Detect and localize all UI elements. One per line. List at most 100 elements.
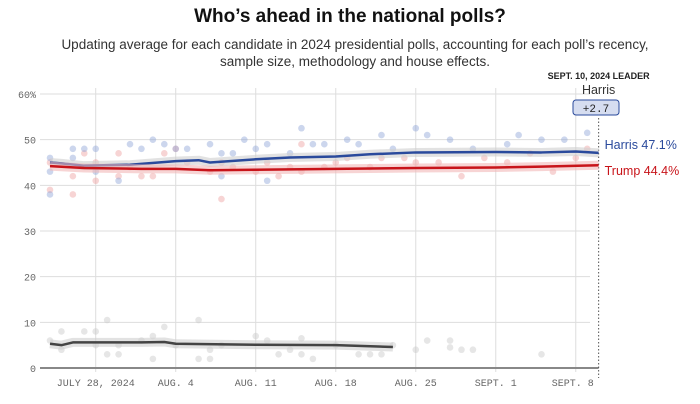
poll-point-harris bbox=[206, 140, 214, 148]
poll-point-harris bbox=[355, 140, 362, 148]
chart-title: Who’s ahead in the national polls? bbox=[194, 6, 506, 27]
x-tick-label: AUG. 18 bbox=[315, 379, 357, 390]
x-tick-label: AUG. 4 bbox=[158, 379, 194, 390]
poll-point-harris bbox=[412, 124, 420, 132]
poll-point-harris bbox=[115, 177, 122, 185]
trend-line-trump bbox=[49, 163, 599, 172]
poll-point-other bbox=[355, 350, 362, 358]
poll-point-trump bbox=[80, 150, 88, 157]
poll-point-other bbox=[538, 350, 545, 358]
poll-point-harris bbox=[298, 124, 305, 132]
poll-point-harris bbox=[252, 145, 260, 153]
poll-point-trump bbox=[458, 172, 465, 180]
trend-line-other bbox=[49, 340, 393, 349]
poll-point-other bbox=[195, 316, 202, 324]
chart-subtitle: Updating average for each candidate in 2… bbox=[61, 37, 649, 69]
poll-point-other bbox=[412, 346, 420, 354]
poll-point-other bbox=[195, 355, 202, 363]
poll-point-harris bbox=[229, 150, 237, 157]
x-tick-label: AUG. 25 bbox=[395, 379, 437, 390]
poll-point-trump bbox=[298, 140, 305, 148]
poll-point-harris bbox=[515, 131, 522, 139]
poll-point-other bbox=[275, 350, 282, 358]
poll-point-trump bbox=[115, 150, 122, 157]
y-tick-label: 60% bbox=[18, 91, 36, 102]
poll-point-harris bbox=[263, 140, 271, 148]
y-tick-label: 10 bbox=[24, 319, 36, 330]
poll-point-harris bbox=[309, 140, 317, 148]
leader-name: Harris bbox=[582, 83, 615, 97]
poll-point-harris bbox=[69, 154, 77, 162]
leader-heading: SEPT. 10, 2024 LEADER bbox=[548, 71, 651, 81]
poll-point-other bbox=[80, 328, 88, 335]
poll-point-other bbox=[366, 350, 374, 358]
poll-point-harris bbox=[172, 145, 180, 153]
poll-point-other bbox=[252, 332, 260, 340]
y-tick-label: 40 bbox=[24, 182, 36, 193]
poll-point-harris bbox=[321, 140, 328, 148]
poll-point-harris bbox=[423, 131, 431, 139]
poll-point-trump bbox=[275, 172, 282, 180]
poll-point-other bbox=[446, 337, 454, 344]
poll-point-trump bbox=[46, 186, 54, 194]
poll-point-harris bbox=[343, 136, 351, 143]
poll-point-harris bbox=[183, 145, 191, 153]
poll-point-trump bbox=[172, 145, 180, 153]
poll-point-harris bbox=[263, 177, 271, 185]
poll-point-harris bbox=[126, 140, 134, 148]
poll-point-trump bbox=[69, 191, 77, 198]
y-tick-label: 0 bbox=[30, 365, 36, 376]
poll-point-harris bbox=[241, 136, 248, 143]
leader-margin-badge bbox=[572, 99, 620, 116]
poll-point-harris bbox=[80, 145, 88, 153]
poll-point-harris bbox=[161, 140, 168, 148]
poll-point-other bbox=[309, 355, 317, 363]
poll-point-harris bbox=[149, 136, 157, 143]
poll-point-other bbox=[206, 355, 214, 363]
poll-point-other bbox=[458, 346, 465, 354]
poll-point-trump bbox=[115, 172, 122, 180]
poll-point-other bbox=[103, 350, 111, 358]
poll-point-harris bbox=[538, 136, 545, 143]
poll-point-trump bbox=[69, 172, 77, 180]
poll-point-harris bbox=[446, 136, 454, 143]
y-tick-label: 30 bbox=[24, 228, 36, 239]
poll-point-other bbox=[115, 350, 122, 358]
poll-point-other bbox=[149, 355, 157, 363]
poll-point-harris bbox=[561, 136, 568, 143]
poll-point-other bbox=[58, 328, 65, 335]
x-tick-label: SEPT. 8 bbox=[552, 379, 594, 390]
poll-point-trump bbox=[218, 195, 225, 203]
poll-point-other bbox=[298, 335, 305, 342]
poll-point-harris bbox=[503, 140, 511, 148]
y-tick-label: 20 bbox=[24, 274, 36, 285]
poll-point-harris bbox=[378, 131, 385, 139]
poll-point-harris bbox=[92, 145, 100, 153]
x-tick-label: SEPT. 1 bbox=[475, 379, 517, 390]
poll-point-other bbox=[446, 344, 454, 351]
poll-point-trump bbox=[92, 177, 100, 185]
poll-point-other bbox=[469, 346, 477, 354]
poll-point-harris bbox=[138, 145, 145, 153]
poll-point-harris bbox=[583, 129, 591, 137]
x-tick-label: AUG. 11 bbox=[235, 379, 277, 390]
poll-point-harris bbox=[46, 191, 54, 198]
poll-point-other bbox=[103, 316, 111, 324]
end-label-trump: Trump 44.4% bbox=[605, 164, 680, 178]
poll-point-harris bbox=[218, 150, 225, 157]
x-tick-label: JULY 28, 2024 bbox=[57, 379, 135, 390]
poll-point-other bbox=[423, 337, 431, 344]
poll-point-trump bbox=[572, 154, 580, 162]
y-tick-label: 50 bbox=[24, 137, 36, 148]
poll-point-other bbox=[378, 350, 385, 358]
poll-point-other bbox=[161, 323, 168, 331]
poll-point-trump bbox=[138, 172, 145, 180]
end-label-harris: Harris 47.1% bbox=[605, 138, 677, 152]
poll-point-trump bbox=[149, 172, 157, 180]
leader-margin: +2.7 bbox=[583, 104, 609, 116]
poll-point-other bbox=[92, 328, 100, 335]
poll-point-harris bbox=[69, 145, 77, 153]
poll-point-other bbox=[298, 350, 305, 358]
poll-point-trump bbox=[161, 150, 168, 157]
